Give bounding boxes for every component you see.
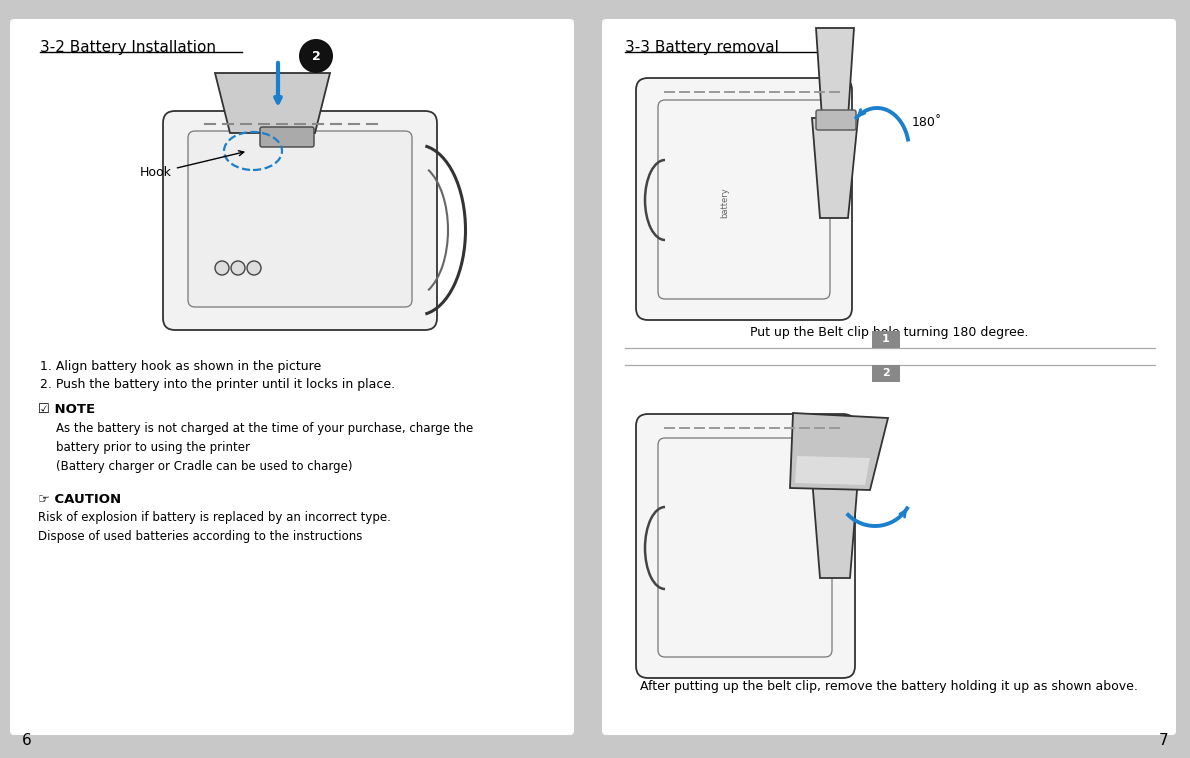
Circle shape <box>215 261 228 275</box>
FancyBboxPatch shape <box>259 127 314 147</box>
FancyBboxPatch shape <box>188 131 412 307</box>
Text: 1. Align battery hook as shown in the picture: 1. Align battery hook as shown in the pi… <box>40 360 321 373</box>
Polygon shape <box>215 73 330 133</box>
Circle shape <box>299 39 333 73</box>
Text: battery: battery <box>720 188 729 218</box>
Text: After putting up the belt clip, remove the battery holding it up as shown above.: After putting up the belt clip, remove t… <box>640 680 1138 693</box>
Text: Hook: Hook <box>140 151 244 180</box>
Text: 3-2 Battery Installation: 3-2 Battery Installation <box>40 40 217 55</box>
Circle shape <box>231 261 245 275</box>
Polygon shape <box>812 118 858 218</box>
Text: ☑ NOTE: ☑ NOTE <box>38 403 95 416</box>
FancyBboxPatch shape <box>10 19 574 735</box>
FancyBboxPatch shape <box>872 331 900 348</box>
Text: 2: 2 <box>882 368 890 378</box>
FancyBboxPatch shape <box>602 19 1176 735</box>
FancyBboxPatch shape <box>816 110 856 130</box>
Text: ☞ CAUTION: ☞ CAUTION <box>38 493 121 506</box>
Polygon shape <box>816 28 854 118</box>
Text: 7: 7 <box>1158 733 1169 748</box>
Text: 6: 6 <box>21 733 32 748</box>
FancyBboxPatch shape <box>635 414 854 678</box>
FancyBboxPatch shape <box>635 78 852 320</box>
FancyBboxPatch shape <box>872 365 900 382</box>
Text: Risk of explosion if battery is replaced by an incorrect type.
Dispose of used b: Risk of explosion if battery is replaced… <box>38 511 390 543</box>
FancyBboxPatch shape <box>163 111 437 330</box>
Circle shape <box>248 261 261 275</box>
Text: 180˚: 180˚ <box>912 115 942 129</box>
Text: 2: 2 <box>312 49 320 62</box>
Text: 2. Push the battery into the printer until it locks in place.: 2. Push the battery into the printer unt… <box>40 378 395 391</box>
Text: Put up the Belt clip hole turning 180 degree.: Put up the Belt clip hole turning 180 de… <box>750 326 1028 339</box>
Polygon shape <box>795 456 870 485</box>
Polygon shape <box>812 478 858 578</box>
Text: 1: 1 <box>882 334 890 344</box>
Text: 3-3 Battery removal: 3-3 Battery removal <box>625 40 779 55</box>
Text: As the battery is not charged at the time of your purchase, charge the
battery p: As the battery is not charged at the tim… <box>56 422 474 473</box>
Polygon shape <box>790 413 888 490</box>
